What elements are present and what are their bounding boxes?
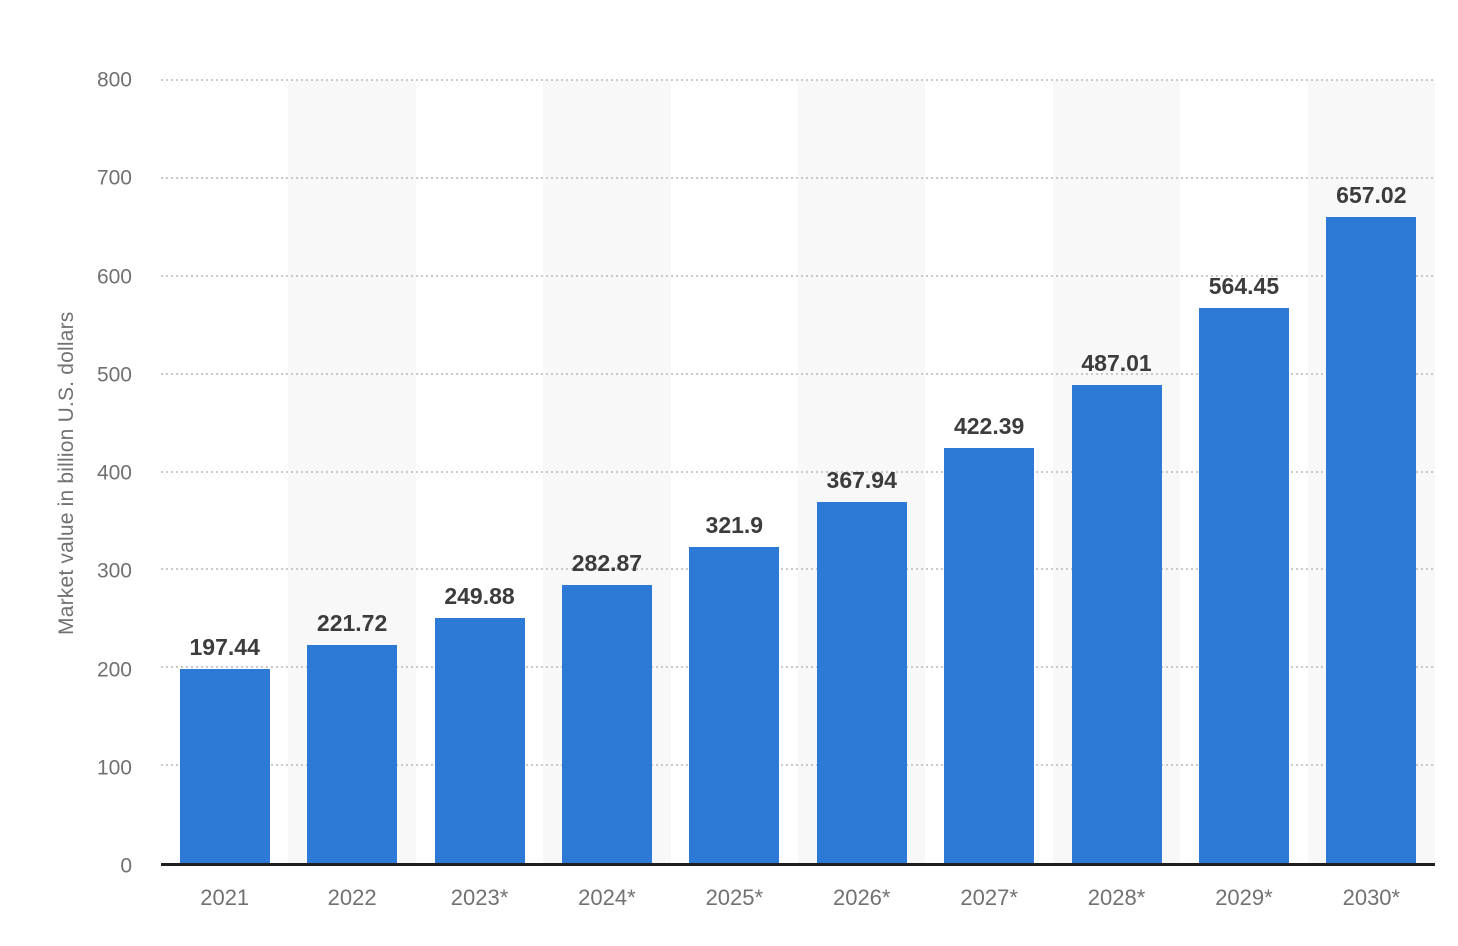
bar-value-label: 367.94 bbox=[826, 466, 897, 493]
bar[interactable] bbox=[179, 669, 270, 863]
column-2030: 657.02 2030* bbox=[1307, 80, 1436, 909]
bar[interactable] bbox=[434, 617, 525, 863]
column-2024: 282.87 2024* bbox=[543, 80, 671, 909]
column-2021: 197.44 2021 bbox=[161, 80, 288, 909]
x-axis-label: 2027* bbox=[960, 885, 1018, 910]
y-tick-label: 700 bbox=[96, 166, 132, 190]
column-2025: 321.9 2025* bbox=[671, 80, 798, 909]
plot-area: 197.44 2021 221.72 2022 249.88 2023* 282.87 202… bbox=[161, 79, 1436, 909]
x-axis-label: 2026* bbox=[832, 885, 891, 910]
x-axis-label: 2022 bbox=[327, 885, 377, 910]
x-axis-label: 2023* bbox=[450, 885, 509, 910]
columns: 197.44 2021 221.72 2022 249.88 2023* 282.87 202… bbox=[161, 80, 1436, 909]
column-2029: 564.45 2029* bbox=[1180, 80, 1307, 909]
bar-value-label: 249.88 bbox=[444, 582, 515, 609]
x-axis-label: 2024* bbox=[578, 885, 636, 910]
bar-value-label: 487.01 bbox=[1081, 349, 1152, 376]
x-axis-label: 2028* bbox=[1087, 885, 1146, 910]
y-tick-label: 0 bbox=[120, 854, 132, 878]
bar[interactable] bbox=[944, 448, 1035, 863]
bar[interactable] bbox=[816, 501, 907, 863]
bar-value-label: 282.87 bbox=[571, 550, 643, 577]
y-tick-label: 200 bbox=[96, 658, 132, 681]
bar-value-label: 197.44 bbox=[189, 634, 260, 661]
y-tick-label: 100 bbox=[96, 756, 132, 780]
bar[interactable] bbox=[1071, 384, 1162, 863]
x-axis-label: 2021 bbox=[200, 885, 250, 910]
x-axis-label: 2025* bbox=[705, 885, 764, 910]
bar[interactable] bbox=[1326, 217, 1417, 863]
bar-value-label: 221.72 bbox=[316, 610, 388, 637]
y-tick-label: 800 bbox=[96, 68, 132, 92]
bar-value-label: 564.45 bbox=[1208, 273, 1280, 300]
x-axis-label: 2029* bbox=[1215, 885, 1273, 910]
bar[interactable] bbox=[689, 546, 780, 863]
column-2027: 422.39 2027* bbox=[925, 80, 1052, 909]
bar[interactable] bbox=[1198, 308, 1289, 863]
column-2028: 487.01 2028* bbox=[1052, 80, 1181, 909]
y-tick-label: 300 bbox=[96, 559, 132, 583]
x-axis-label: 2030* bbox=[1342, 885, 1401, 910]
bar[interactable] bbox=[307, 645, 398, 863]
bar-value-label: 422.39 bbox=[953, 413, 1025, 440]
y-tick-label: 600 bbox=[96, 265, 132, 288]
y-tick-label: 400 bbox=[96, 461, 132, 485]
column-2022: 221.72 2022 bbox=[288, 80, 416, 909]
column-2026: 367.94 2026* bbox=[798, 80, 926, 909]
bar-value-label: 321.9 bbox=[705, 511, 764, 538]
y-tick-label: 500 bbox=[96, 363, 132, 387]
y-axis-tick-labels: 0 100 200 300 400 500 600 700 800 bbox=[40, 70, 132, 877]
bar-value-label: 657.02 bbox=[1336, 182, 1407, 209]
column-2023: 249.88 2023* bbox=[416, 80, 543, 909]
bar[interactable] bbox=[561, 585, 652, 863]
